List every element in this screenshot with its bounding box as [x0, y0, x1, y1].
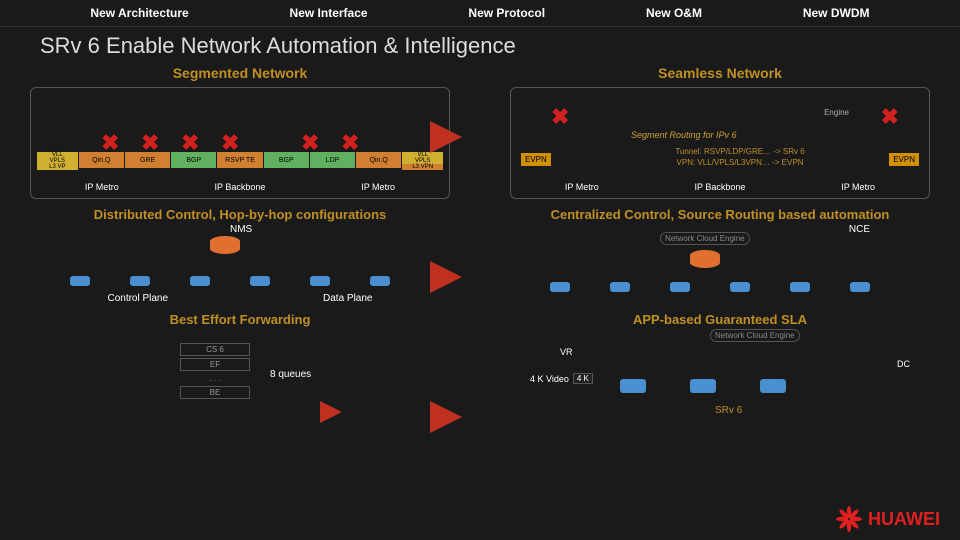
arrow-icon — [320, 401, 342, 423]
node-icon — [550, 282, 570, 292]
x-icon: ✖ — [881, 104, 899, 130]
segmented-heading: Segmented Network — [30, 65, 450, 81]
sla-diagram: Network Cloud Engine VR 4 K Video 4 K DC… — [510, 329, 930, 439]
nav-item: New Protocol — [468, 6, 545, 20]
control-plane-label: Control Plane — [107, 293, 168, 304]
arrow-icon — [430, 121, 462, 153]
domain-label: IP Metro — [841, 182, 875, 192]
queue-stack: CS 6 EF . . . BE — [180, 343, 250, 399]
proto-l3vp: L3 VP — [37, 164, 78, 170]
proto-bgp2: BGP — [264, 152, 309, 168]
evpn-tag: EVPN — [521, 153, 551, 166]
top-nav: New Architecture New Interface New Proto… — [0, 0, 960, 27]
net-engine-label: Network Cloud Engine — [660, 232, 750, 245]
srv6-label: SRv 6 — [715, 405, 742, 416]
node-icon — [850, 282, 870, 292]
protocol-row: VLL VPLS L3 VP Qin.Q GRE BGP RSVP TE BGP… — [37, 152, 443, 168]
domain-label: IP Metro — [361, 182, 395, 192]
node-icon — [730, 282, 750, 292]
queue-cs6: CS 6 — [180, 343, 250, 356]
sr-label: Segment Routing for IPv 6 — [631, 130, 737, 140]
seamless-diagram: ✖ ✖ Engine Segment Routing for IPv 6 EVP… — [510, 87, 930, 199]
nms-icon — [210, 236, 240, 254]
segmented-diagram: ✖ ✖ ✖ ✖ ✖ ✖ VLL VPLS L3 VP Qin.Q GRE BGP… — [30, 87, 450, 199]
nce-icon — [690, 250, 720, 268]
node-icon — [70, 276, 90, 286]
router-icon — [620, 379, 646, 393]
4k-label: 4 K Video 4 K — [530, 373, 593, 384]
nce-label: NCE — [849, 224, 870, 235]
left-column: Segmented Network ✖ ✖ ✖ ✖ ✖ ✖ VLL VPLS L… — [30, 61, 450, 439]
right-column: Seamless Network ✖ ✖ Engine Segment Rout… — [510, 61, 930, 439]
data-plane-label: Data Plane — [323, 293, 372, 304]
nms-label: NMS — [230, 224, 252, 235]
arrow-icon — [430, 401, 462, 433]
tunnel-text: Tunnel: RSVP/LDP/GRE… -> SRv 6 VPN: VLL/… — [611, 147, 869, 168]
dc-label: DC — [897, 359, 910, 369]
domain-label: IP Metro — [85, 182, 119, 192]
proto-gre: GRE — [125, 152, 170, 168]
engine-label: Engine — [824, 108, 849, 117]
seamless-heading: Seamless Network — [510, 65, 930, 81]
page-title: SRv 6 Enable Network Automation & Intell… — [0, 27, 960, 61]
router-icon — [760, 379, 786, 393]
best-effort-heading: Best Effort Forwarding — [30, 312, 450, 327]
arrow-icon — [430, 261, 462, 293]
sla-heading: APP-based Guaranteed SLA — [510, 312, 930, 327]
x-icon: ✖ — [551, 104, 569, 130]
distributed-heading: Distributed Control, Hop-by-hop configur… — [30, 207, 450, 222]
proto-ldp: LDP — [310, 152, 355, 168]
proto-qinq2: Qin.Q — [356, 152, 401, 168]
nce-diagram: NCE Network Cloud Engine — [510, 224, 930, 304]
proto-rsvp: RSVP TE — [217, 152, 262, 168]
proto-bgp: BGP — [171, 152, 216, 168]
node-icon — [310, 276, 330, 286]
nms-diagram: NMS Control Plane Data Plane — [30, 224, 450, 304]
huawei-icon — [836, 506, 862, 532]
evpn-tag: EVPN — [889, 153, 919, 166]
vr-label: VR — [560, 347, 573, 357]
brand-logo: HUAWEI — [836, 506, 940, 532]
brand-text: HUAWEI — [868, 509, 940, 530]
node-icon — [790, 282, 810, 292]
nav-item: New O&M — [646, 6, 702, 20]
queue-ef: EF — [180, 358, 250, 371]
nav-item: New Interface — [290, 6, 368, 20]
queue-be: BE — [180, 386, 250, 399]
domain-label: IP Metro — [565, 182, 599, 192]
node-icon — [610, 282, 630, 292]
domain-label: IP Backbone — [215, 182, 266, 192]
node-icon — [250, 276, 270, 286]
domain-row: IP Metro IP Backbone IP Metro — [37, 182, 443, 192]
net-engine-label2: Network Cloud Engine — [710, 329, 800, 342]
domain-label: IP Backbone — [695, 182, 746, 192]
router-icon — [690, 379, 716, 393]
node-icon — [130, 276, 150, 286]
centralized-heading: Centralized Control, Source Routing base… — [510, 207, 930, 222]
proto-qinq: Qin.Q — [79, 152, 124, 168]
domain-row: IP Metro IP Backbone IP Metro — [517, 182, 923, 192]
queue-count-label: 8 queues — [270, 369, 311, 380]
proto-l3vpn: L3 VPN — [402, 164, 443, 170]
node-icon — [670, 282, 690, 292]
nav-item: New Architecture — [90, 6, 188, 20]
4k-badge: 4 K — [573, 373, 593, 384]
nav-item: New DWDM — [803, 6, 870, 20]
best-effort-diagram: CS 6 EF . . . BE 8 queues — [30, 329, 450, 439]
node-icon — [370, 276, 390, 286]
node-icon — [190, 276, 210, 286]
queue-dots: . . . — [180, 373, 250, 384]
